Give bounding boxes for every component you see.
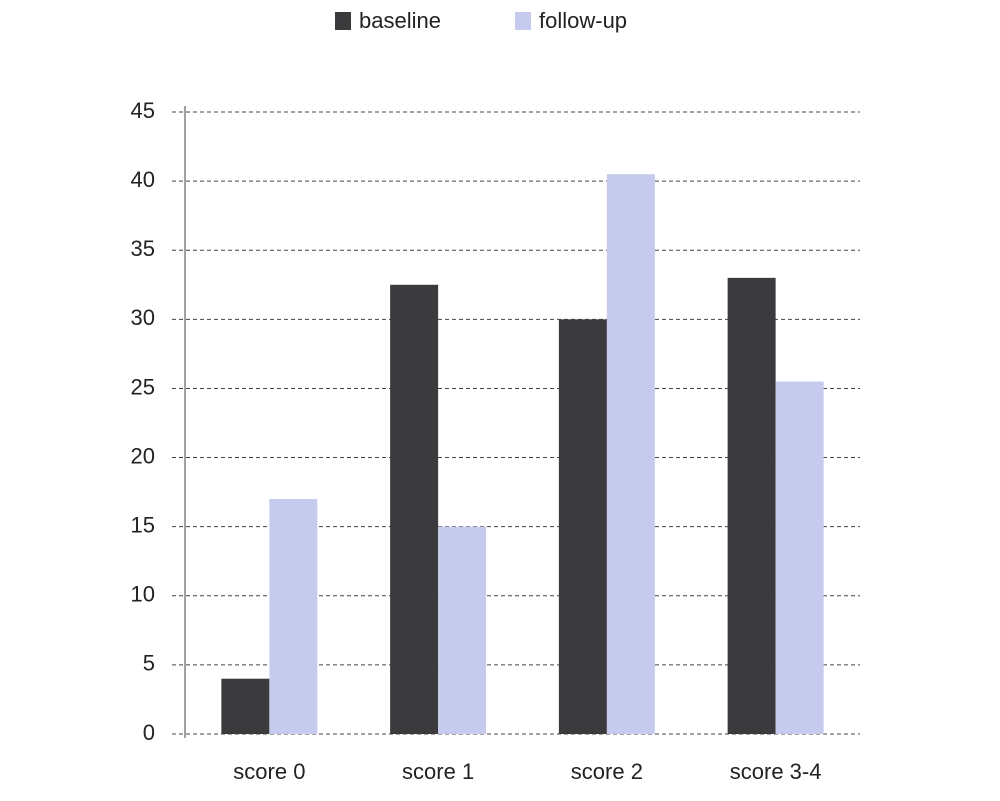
y-tick-label: 15 — [131, 512, 155, 537]
bar — [221, 678, 270, 734]
legend-label: follow-up — [539, 8, 627, 33]
y-tick-label: 30 — [131, 305, 155, 330]
x-tick-label: score 0 — [233, 759, 305, 784]
y-tick-label: 5 — [143, 651, 155, 676]
bar — [775, 381, 824, 734]
y-tick-label: 40 — [131, 167, 155, 192]
bar — [390, 284, 439, 734]
y-tick-label: 10 — [131, 582, 155, 607]
legend-swatch — [335, 12, 351, 30]
bar — [727, 277, 776, 734]
x-tick-label: score 3-4 — [730, 759, 822, 784]
y-tick-label: 0 — [143, 720, 155, 745]
y-tick-label: 25 — [131, 374, 155, 399]
y-tick-label: 35 — [131, 236, 155, 261]
bar — [438, 526, 487, 734]
x-tick-label: score 2 — [571, 759, 643, 784]
bar — [606, 174, 655, 734]
y-tick-label: 20 — [131, 443, 155, 468]
bar — [558, 319, 607, 734]
x-tick-label: score 1 — [402, 759, 474, 784]
y-tick-label: 45 — [131, 98, 155, 123]
legend-swatch — [515, 12, 531, 30]
legend-label: baseline — [359, 8, 441, 33]
bar — [269, 499, 318, 734]
